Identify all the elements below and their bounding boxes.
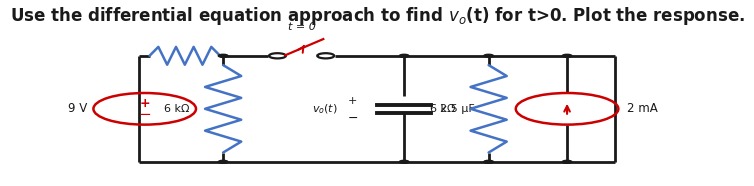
- Text: +: +: [348, 96, 357, 106]
- Circle shape: [562, 54, 572, 57]
- Text: t = 0: t = 0: [287, 22, 315, 32]
- Circle shape: [219, 160, 228, 163]
- Circle shape: [400, 160, 409, 163]
- Circle shape: [219, 54, 228, 57]
- Circle shape: [484, 54, 493, 57]
- Circle shape: [562, 160, 572, 163]
- Text: 6 kΩ: 6 kΩ: [430, 104, 455, 114]
- Circle shape: [484, 160, 493, 163]
- Text: $v_o(t)$: $v_o(t)$: [312, 102, 338, 116]
- Text: −: −: [138, 107, 151, 122]
- Text: 6 kΩ: 6 kΩ: [164, 104, 190, 114]
- Circle shape: [400, 54, 409, 57]
- Text: Use the differential equation approach to find $v_o$(t) for t>0. Plot the respon: Use the differential equation approach t…: [10, 5, 744, 27]
- Text: 2.5 μF: 2.5 μF: [440, 104, 475, 114]
- Text: +: +: [139, 97, 150, 110]
- Text: 9 V: 9 V: [68, 102, 87, 115]
- Text: 2 mA: 2 mA: [627, 102, 658, 115]
- Text: −: −: [348, 112, 358, 125]
